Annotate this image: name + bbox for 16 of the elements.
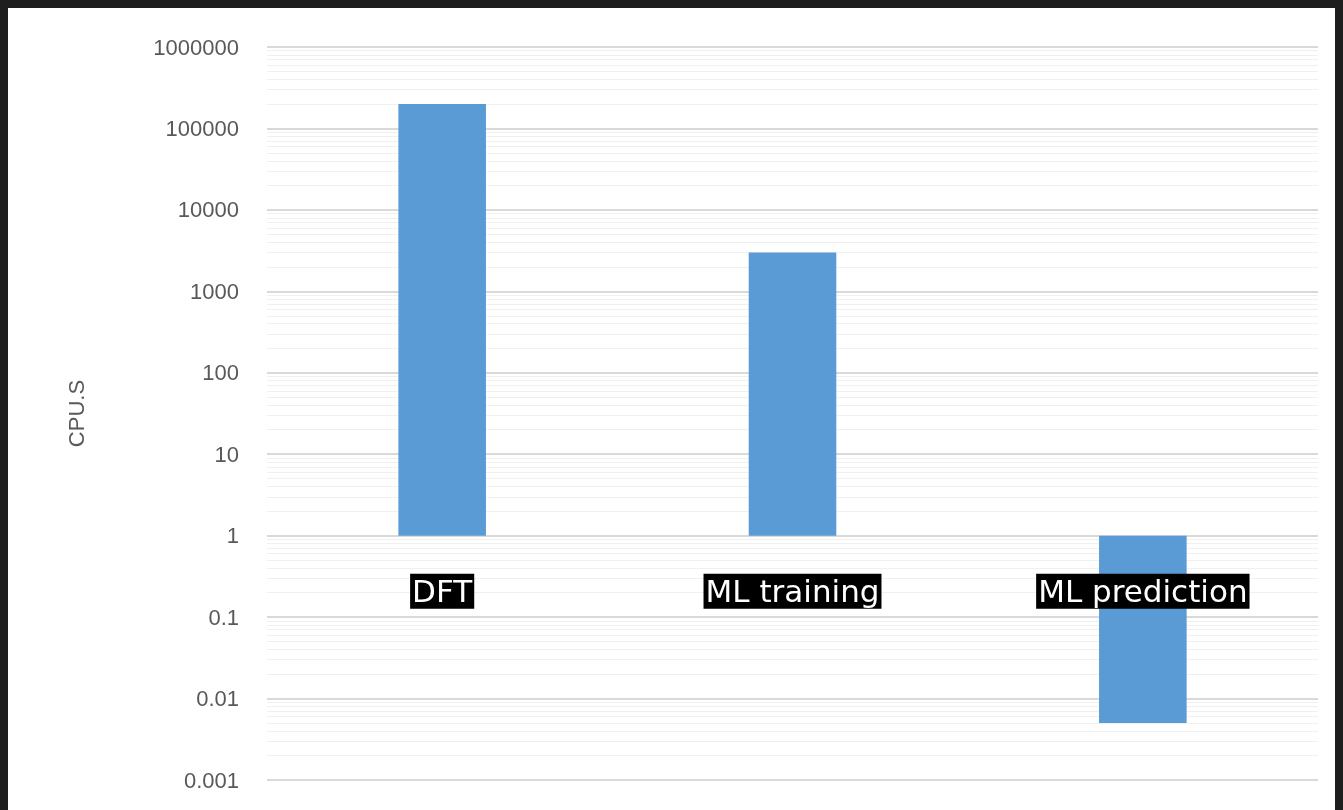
- y-tick-label: 0.01: [196, 686, 239, 712]
- y-tick-label: 1000: [190, 278, 239, 304]
- x-tick-label: ML prediction: [1038, 573, 1248, 610]
- y-tick-label: 10: [214, 441, 239, 467]
- x-tick-label: ML training: [705, 573, 880, 610]
- y-axis-title: CPU.S: [63, 379, 89, 448]
- x-tick-label: DFT: [412, 573, 474, 610]
- y-tick-label: 10000: [177, 197, 239, 223]
- bar: [398, 103, 486, 536]
- y-tick-label: 100: [202, 360, 239, 386]
- bar: [748, 252, 837, 536]
- y-tick-label: 0.001: [183, 767, 239, 793]
- y-tick-label: 1: [226, 523, 239, 549]
- y-tick-label: 1000000: [153, 34, 239, 60]
- y-tick-label: 0.1: [208, 604, 239, 630]
- y-tick-label: 100000: [165, 115, 239, 141]
